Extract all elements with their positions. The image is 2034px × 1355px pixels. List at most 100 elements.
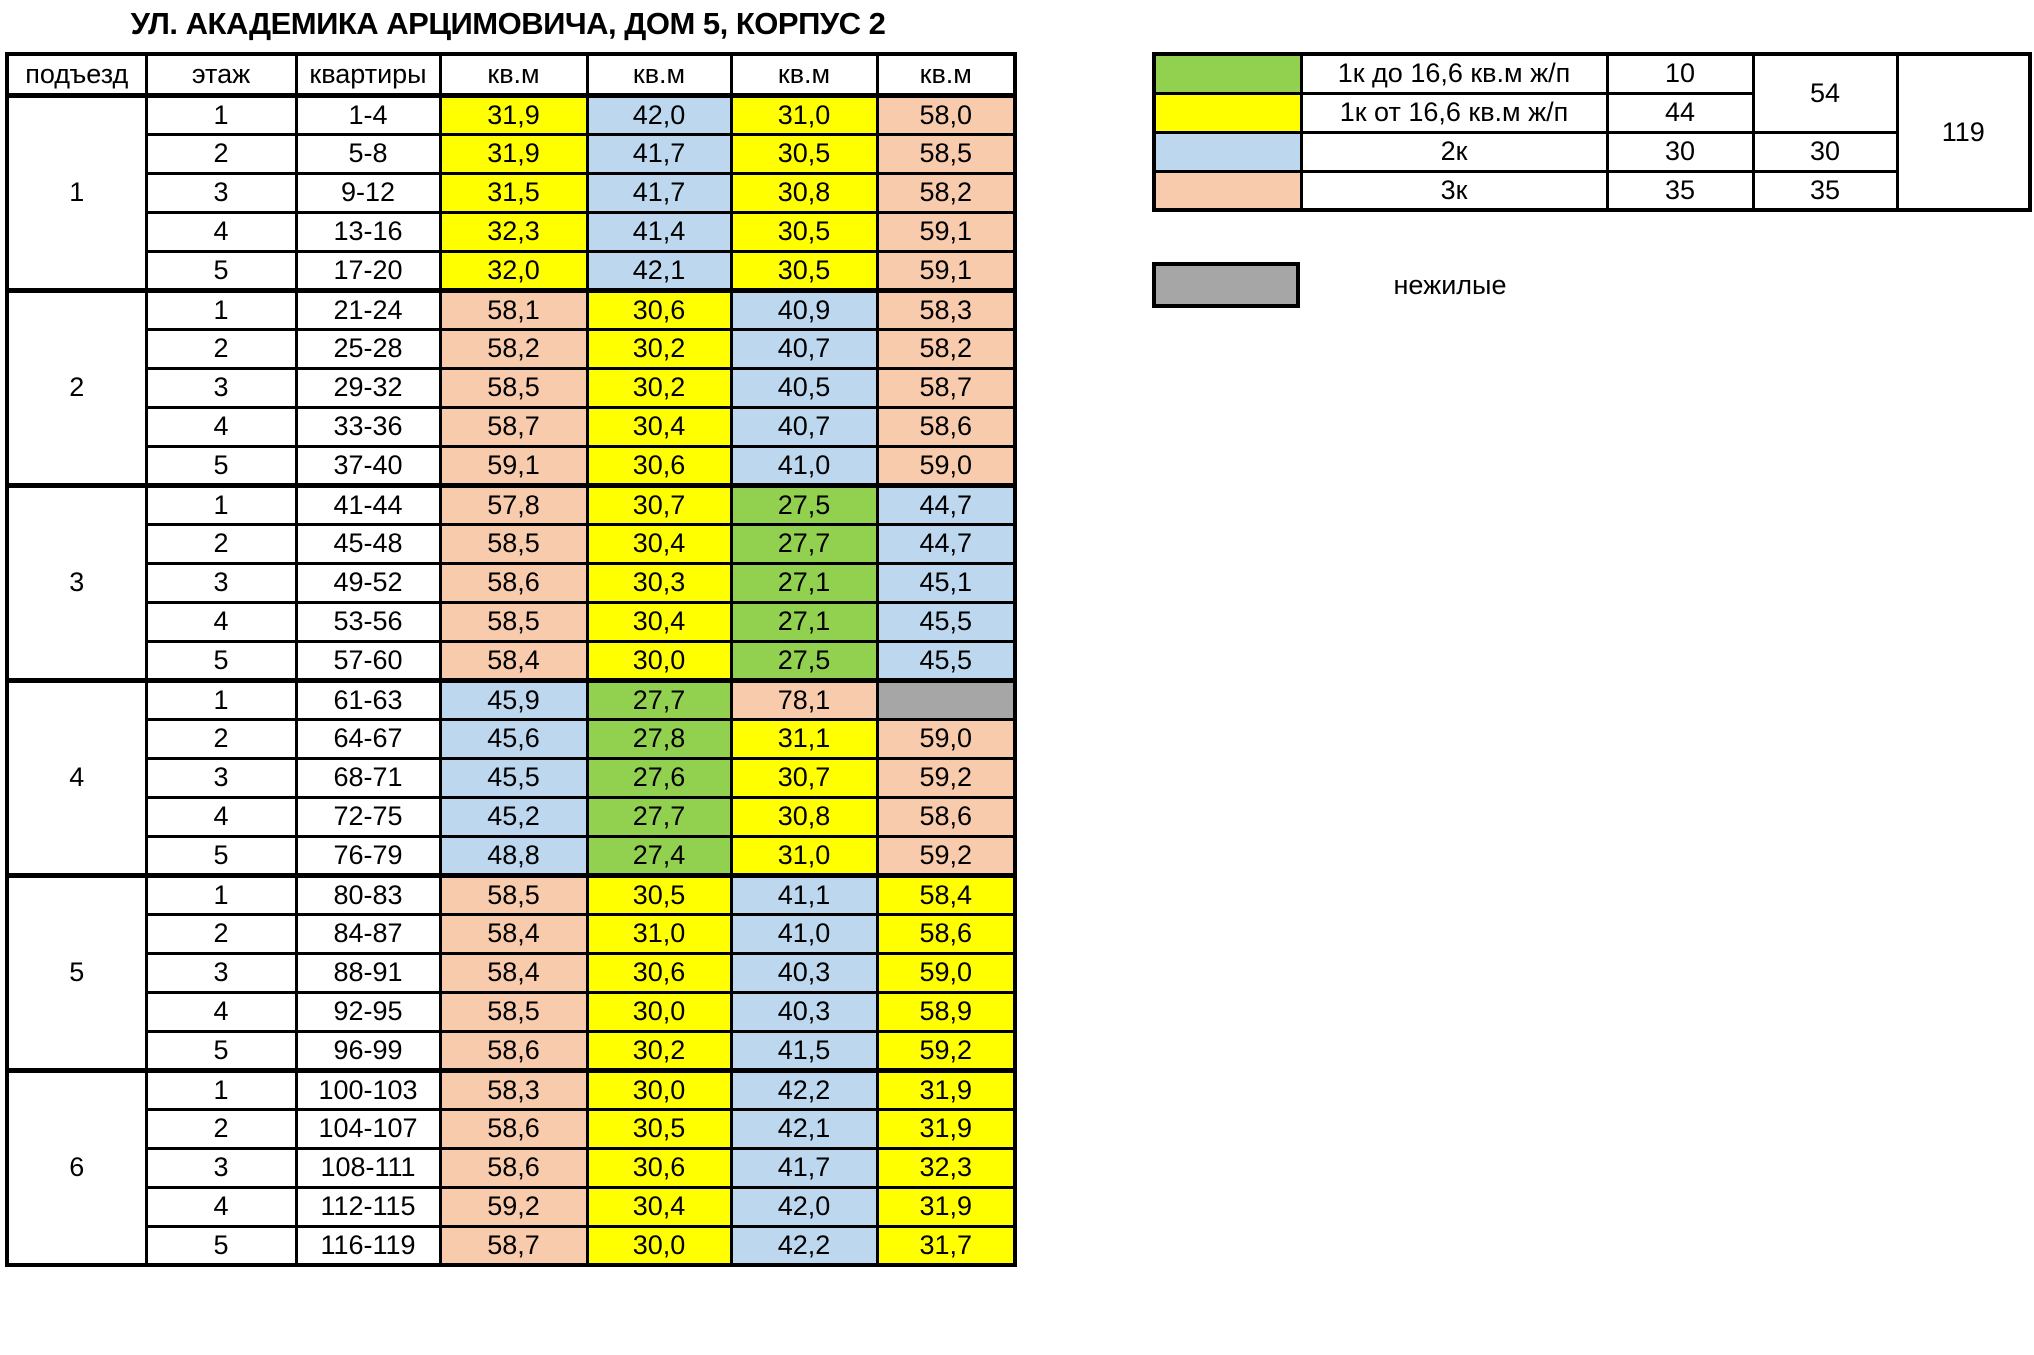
apartments-range-cell[interactable]: 100-103 bbox=[294, 1067, 442, 1111]
apartments-range-cell[interactable]: 61-63 bbox=[294, 677, 442, 721]
floor-cell[interactable]: 4 bbox=[144, 795, 298, 838]
legend-label[interactable]: 2к bbox=[1299, 130, 1609, 173]
area-cell[interactable]: 30,2 bbox=[585, 327, 733, 370]
apartments-range-cell[interactable]: 53-56 bbox=[294, 600, 442, 643]
area-cell[interactable]: 59,2 bbox=[438, 1185, 589, 1228]
floor-cell[interactable]: 5 bbox=[144, 1029, 298, 1072]
area-cell[interactable]: 58,5 bbox=[438, 600, 589, 643]
area-cell[interactable]: 58,7 bbox=[438, 405, 589, 448]
floor-cell[interactable]: 2 bbox=[144, 132, 298, 175]
legend-label[interactable]: 1к от 16,6 кв.м ж/п bbox=[1299, 91, 1609, 134]
apartments-range-cell[interactable]: 17-20 bbox=[294, 249, 442, 292]
header-cell-sqm-4[interactable]: кв.м bbox=[875, 52, 1017, 98]
area-cell[interactable]: 45,5 bbox=[438, 756, 589, 799]
apartments-range-cell[interactable]: 25-28 bbox=[294, 327, 442, 370]
area-cell[interactable]: 30,4 bbox=[585, 405, 733, 448]
area-cell[interactable]: 58,2 bbox=[875, 171, 1017, 214]
area-cell[interactable]: 58,6 bbox=[875, 912, 1017, 955]
area-cell[interactable]: 58,4 bbox=[875, 872, 1017, 916]
apartments-range-cell[interactable]: 49-52 bbox=[294, 561, 442, 604]
area-cell[interactable]: 58,4 bbox=[438, 912, 589, 955]
area-cell[interactable]: 30,0 bbox=[585, 990, 733, 1033]
area-cell[interactable]: 30,4 bbox=[585, 600, 733, 643]
area-cell[interactable]: 30,6 bbox=[585, 951, 733, 994]
area-cell[interactable]: 40,7 bbox=[729, 405, 879, 448]
apartments-range-cell[interactable]: 21-24 bbox=[294, 287, 442, 331]
area-cell[interactable]: 30,6 bbox=[585, 444, 733, 487]
area-cell[interactable]: 58,1 bbox=[438, 287, 589, 331]
apartments-range-cell[interactable]: 112-115 bbox=[294, 1185, 442, 1228]
apartments-range-cell[interactable]: 80-83 bbox=[294, 872, 442, 916]
area-cell[interactable]: 42,0 bbox=[585, 92, 733, 136]
area-cell[interactable]: 30,5 bbox=[729, 132, 879, 175]
area-cell[interactable]: 40,7 bbox=[729, 327, 879, 370]
area-cell[interactable]: 59,2 bbox=[875, 834, 1017, 877]
area-cell[interactable]: 58,6 bbox=[438, 561, 589, 604]
area-cell[interactable]: 30,2 bbox=[585, 366, 733, 409]
floor-cell[interactable]: 3 bbox=[144, 561, 298, 604]
area-cell[interactable]: 58,2 bbox=[875, 327, 1017, 370]
area-cell[interactable]: 27,5 bbox=[729, 482, 879, 526]
area-cell[interactable]: 30,5 bbox=[729, 249, 879, 292]
area-cell[interactable]: 59,1 bbox=[438, 444, 589, 487]
floor-cell[interactable]: 5 bbox=[144, 834, 298, 877]
area-cell[interactable]: 45,1 bbox=[875, 561, 1017, 604]
area-cell[interactable]: 30,5 bbox=[729, 210, 879, 253]
floor-cell[interactable]: 4 bbox=[144, 990, 298, 1033]
floor-cell[interactable]: 4 bbox=[144, 405, 298, 448]
area-cell[interactable]: 58,5 bbox=[875, 132, 1017, 175]
area-cell[interactable]: 59,0 bbox=[875, 951, 1017, 994]
floor-cell[interactable]: 2 bbox=[144, 912, 298, 955]
header-cell-sqm-2[interactable]: кв.м bbox=[585, 52, 733, 98]
entrance-cell[interactable]: 1 bbox=[5, 92, 148, 292]
legend-swatch-1k-small[interactable] bbox=[1152, 52, 1303, 95]
area-cell[interactable]: 44,7 bbox=[875, 482, 1017, 526]
entrance-cell[interactable]: 2 bbox=[5, 287, 148, 487]
legend-subtotal-1k[interactable]: 54 bbox=[1751, 52, 1899, 134]
apartments-range-cell[interactable]: 64-67 bbox=[294, 717, 442, 760]
area-cell[interactable]: 59,0 bbox=[875, 717, 1017, 760]
legend-label[interactable]: 1к до 16,6 кв.м ж/п bbox=[1299, 52, 1609, 95]
floor-cell[interactable]: 5 bbox=[144, 249, 298, 292]
area-cell[interactable]: 41,7 bbox=[585, 132, 733, 175]
legend-subtotal[interactable]: 35 bbox=[1751, 169, 1899, 212]
area-cell[interactable]: 58,5 bbox=[438, 522, 589, 565]
floor-cell[interactable]: 2 bbox=[144, 522, 298, 565]
area-cell[interactable]: 31,0 bbox=[729, 92, 879, 136]
apartments-range-cell[interactable]: 37-40 bbox=[294, 444, 442, 487]
apartments-range-cell[interactable]: 116-119 bbox=[294, 1224, 442, 1267]
area-cell[interactable]: 27,8 bbox=[585, 717, 733, 760]
legend-swatch-3k[interactable] bbox=[1152, 169, 1303, 212]
area-cell[interactable]: 58,7 bbox=[438, 1224, 589, 1267]
area-cell[interactable]: 58,3 bbox=[438, 1067, 589, 1111]
area-cell[interactable]: 30,4 bbox=[585, 522, 733, 565]
apartments-range-cell[interactable]: 29-32 bbox=[294, 366, 442, 409]
area-cell[interactable]: 59,1 bbox=[875, 210, 1017, 253]
apartments-range-cell[interactable]: 76-79 bbox=[294, 834, 442, 877]
area-cell[interactable]: 45,5 bbox=[875, 639, 1017, 682]
area-cell[interactable]: 32,3 bbox=[875, 1146, 1017, 1189]
area-cell[interactable]: 40,5 bbox=[729, 366, 879, 409]
area-cell[interactable]: 57,8 bbox=[438, 482, 589, 526]
area-cell[interactable]: 30,0 bbox=[585, 1067, 733, 1111]
floor-cell[interactable]: 4 bbox=[144, 600, 298, 643]
entrance-cell[interactable]: 3 bbox=[5, 482, 148, 682]
nonresidential-swatch[interactable] bbox=[1152, 262, 1300, 308]
area-cell[interactable]: 58,4 bbox=[438, 639, 589, 682]
floor-cell[interactable]: 3 bbox=[144, 171, 298, 214]
apartments-range-cell[interactable]: 45-48 bbox=[294, 522, 442, 565]
legend-total[interactable]: 119 bbox=[1895, 52, 2032, 212]
area-cell[interactable]: 30,0 bbox=[585, 639, 733, 682]
area-cell[interactable]: 58,6 bbox=[875, 795, 1017, 838]
area-cell[interactable]: 31,1 bbox=[729, 717, 879, 760]
area-cell[interactable]: 58,5 bbox=[438, 990, 589, 1033]
apartments-range-cell[interactable]: 68-71 bbox=[294, 756, 442, 799]
area-cell[interactable]: 30,4 bbox=[585, 1185, 733, 1228]
legend-swatch-2k[interactable] bbox=[1152, 130, 1303, 173]
area-cell[interactable]: 48,8 bbox=[438, 834, 589, 877]
area-cell[interactable]: 78,1 bbox=[729, 677, 879, 721]
area-cell[interactable]: 40,9 bbox=[729, 287, 879, 331]
legend-count[interactable]: 30 bbox=[1605, 130, 1755, 173]
area-cell[interactable]: 31,7 bbox=[875, 1224, 1017, 1267]
floor-cell[interactable]: 2 bbox=[144, 327, 298, 370]
